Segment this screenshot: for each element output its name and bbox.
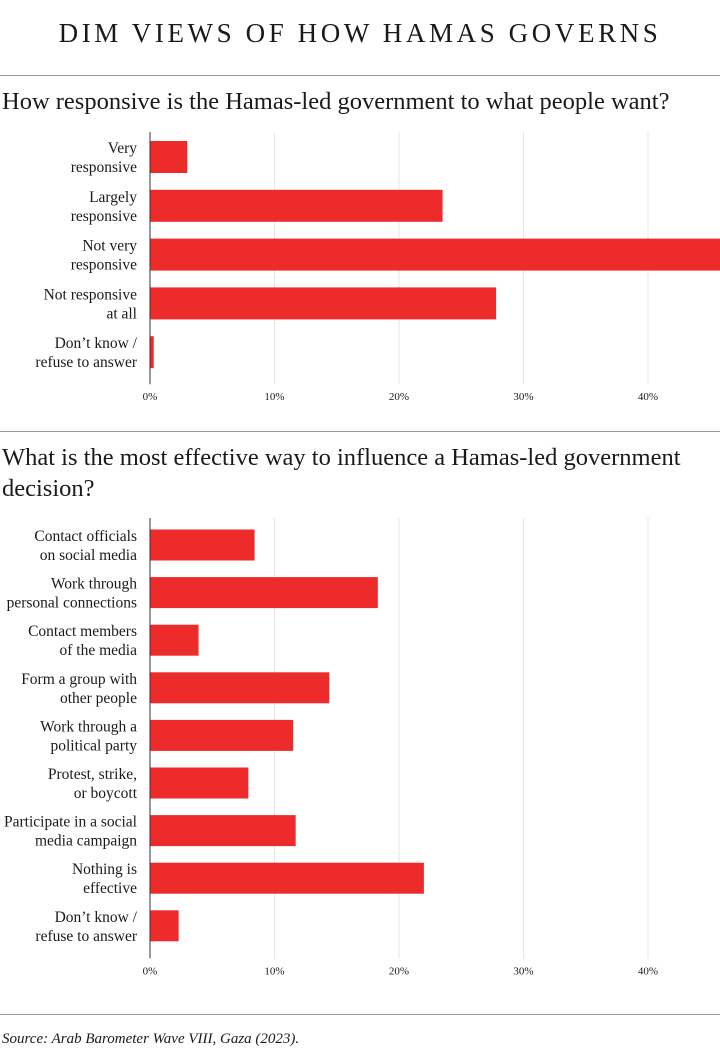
- top-divider: [0, 75, 720, 76]
- chart1-tick-label: 10%: [264, 391, 284, 403]
- chart2-tick-label: 40%: [638, 965, 658, 977]
- chart2-question: What is the most effective way to influe…: [2, 444, 681, 502]
- chart2-category-label: Protest, strike, or boycott: [48, 766, 138, 802]
- chart1-category-label: Largely responsive: [71, 189, 138, 225]
- chart1-tick-label: 20%: [389, 391, 409, 403]
- chart2-bar: [150, 767, 249, 799]
- chart1-category-label: Not very responsive: [71, 238, 138, 274]
- chart2-category-label: Work through personal connections: [7, 576, 138, 612]
- chart2-category-label: Contact officials on social media: [34, 528, 137, 564]
- chart2-container: Contact officials on social media Work thr…: [0, 518, 720, 992]
- chart1-bar: [150, 141, 188, 173]
- chart2-category-label: Nothing is effective: [72, 861, 137, 897]
- chart1-question: How responsive is the Hamas-led governme…: [2, 88, 670, 115]
- chart1-category-label: Not responsive at all: [44, 286, 138, 322]
- chart1-bar: [150, 189, 443, 222]
- chart2-bar: [150, 862, 424, 894]
- chart1-tick-label: 30%: [513, 391, 533, 403]
- chart2-tick-label: 0%: [143, 965, 158, 977]
- page-title: DIM VIEWS OF HOW HAMAS GOVERNS: [58, 18, 662, 48]
- chart1-category-label: Don’t know / refuse to answer: [35, 335, 137, 371]
- chart2-svg: Contact officials on social media Work thr…: [4, 518, 658, 977]
- chart1-container: Very responsive Largely responsive Not very r…: [0, 132, 720, 410]
- chart2-category-label: Form a group with other people: [21, 671, 137, 707]
- chart2-bar: [150, 910, 179, 942]
- chart2-category-label: Work through a political party: [40, 718, 137, 754]
- chart2-bar: [150, 577, 378, 609]
- chart2-bar: [150, 529, 255, 561]
- chart1-category-label: Very responsive: [71, 140, 138, 176]
- chart2-category-label: Participate in a social media campaign: [4, 814, 137, 850]
- chart2-bar: [150, 719, 294, 751]
- chart2-bar: [150, 815, 296, 847]
- chart2-tick-label: 20%: [389, 965, 409, 977]
- chart2-bar: [150, 624, 199, 656]
- chart1-bar: [150, 287, 497, 320]
- chart1-bar: [150, 238, 720, 271]
- chart2-tick-label: 30%: [513, 965, 533, 977]
- source-note: Source: Arab Barometer Wave VIII, Gaza (…: [2, 1031, 300, 1047]
- chart1-bar: [150, 336, 154, 369]
- chart2-category-label: Contact members of the media: [28, 623, 137, 659]
- middle-divider: [0, 431, 720, 432]
- bottom-divider: [0, 1014, 720, 1015]
- chart2-tick-label: 10%: [264, 965, 284, 977]
- chart2-bar: [150, 672, 330, 704]
- chart1-tick-label: 40%: [638, 391, 658, 403]
- chart2-category-label: Don’t know / refuse to answer: [35, 909, 137, 945]
- chart1-svg: Very responsive Largely responsive Not very r…: [35, 132, 720, 403]
- chart1-tick-label: 0%: [143, 391, 158, 403]
